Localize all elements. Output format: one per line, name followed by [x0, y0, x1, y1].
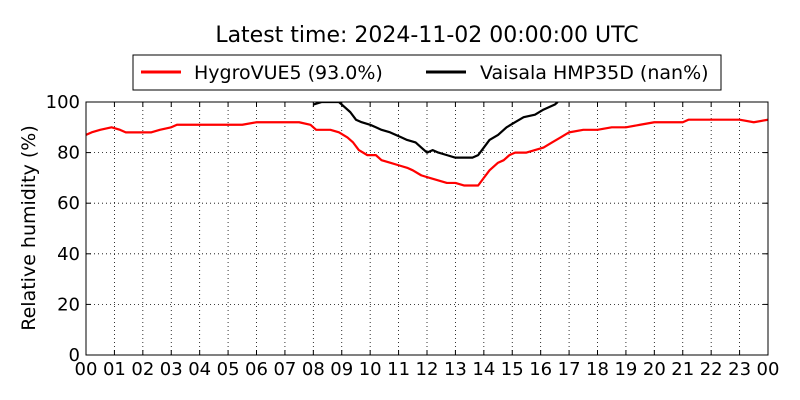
x-tick-label: 15: [501, 359, 524, 380]
y-tick-label: 60: [57, 193, 80, 214]
x-tick-label: 17: [558, 359, 581, 380]
plot-area-frame: [85, 101, 769, 356]
x-tick-label: 20: [643, 359, 666, 380]
x-tick-label: 18: [586, 359, 609, 380]
chart-title: Latest time: 2024-11-02 00:00:00 UTC: [215, 23, 638, 48]
x-tick-label: 07: [273, 359, 296, 380]
x-tick-label: 00: [75, 359, 98, 380]
y-tick-label: 0: [69, 345, 80, 366]
x-tick-label: 22: [700, 359, 723, 380]
x-tick-label: 09: [330, 359, 353, 380]
grid-lines: [86, 102, 768, 355]
y-tick-label: 20: [57, 294, 80, 315]
x-tick-label: 06: [245, 359, 268, 380]
x-tick-label: 10: [359, 359, 382, 380]
series-lines: [86, 102, 768, 187]
x-tick-label: 23: [728, 359, 751, 380]
x-tick-label: 00: [757, 359, 780, 380]
legend: HygroVUE5 (93.0%) Vaisala HMP35D (nan%): [132, 54, 722, 91]
x-tick-label: 21: [671, 359, 694, 380]
x-tick-label: 14: [472, 359, 495, 380]
x-tick-label: 08: [302, 359, 325, 380]
y-axis-ticks: 0 20 40 60 80 100: [46, 92, 768, 366]
x-tick-label: 11: [387, 359, 410, 380]
series-line-vaisala: [313, 102, 559, 159]
series-line-hygrovue: [86, 118, 768, 187]
y-axis-label: Relative humidity (%): [18, 125, 40, 330]
x-tick-label: 12: [416, 359, 439, 380]
y-tick-label: 40: [57, 244, 80, 265]
x-tick-label: 19: [614, 359, 637, 380]
x-axis-ticks: 00 01 02 03 04 05 06 07 08 09 10 11 12 13 14 15 16 17 18 19…: [75, 102, 780, 380]
x-tick-label: 04: [188, 359, 211, 380]
x-tick-label: 01: [103, 359, 126, 380]
x-tick-label: 05: [217, 359, 240, 380]
y-tick-label: 100: [46, 92, 80, 113]
legend-label-hygrovue: HygroVUE5 (93.0%): [194, 62, 383, 84]
y-tick-label: 80: [57, 143, 80, 164]
legend-label-vaisala: Vaisala HMP35D (nan%): [480, 62, 709, 84]
x-tick-label: 13: [444, 359, 467, 380]
x-tick-label: 16: [529, 359, 552, 380]
x-tick-label: 02: [131, 359, 154, 380]
x-tick-label: 03: [160, 359, 183, 380]
